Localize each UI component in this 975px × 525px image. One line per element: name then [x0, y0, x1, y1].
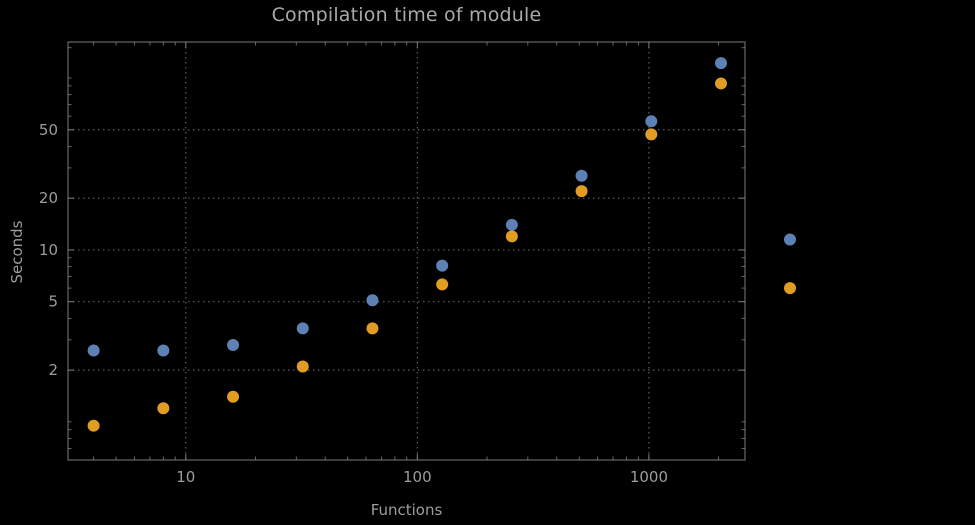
plot-frame: [67, 41, 746, 461]
data-point-blue: [575, 169, 588, 182]
data-point-blue: [645, 115, 658, 128]
data-point-orange: [227, 390, 240, 403]
data-point-orange: [575, 185, 588, 198]
data-point-orange: [87, 419, 100, 432]
y-tick-label: 10: [39, 241, 58, 259]
data-point-orange: [436, 278, 449, 291]
data-point-orange: [505, 230, 518, 243]
y-tick-label: 2: [48, 361, 58, 379]
data-point-orange: [645, 128, 658, 141]
data-point-blue: [366, 294, 379, 307]
data-point-orange: [715, 77, 728, 90]
legend-marker-orange: [784, 282, 796, 295]
data-point-blue: [157, 344, 170, 357]
chart-title: Compilation time of module: [271, 4, 542, 26]
y-tick-label: 5: [48, 293, 58, 311]
x-tick-label: 100: [403, 468, 432, 486]
x-axis-label: Functions: [370, 501, 443, 519]
legend-marker-blue: [784, 233, 796, 246]
x-tick-label: 10: [176, 468, 195, 486]
y-axis-label: Seconds: [8, 220, 26, 284]
data-point-blue: [436, 259, 449, 272]
data-point-orange: [296, 360, 309, 373]
data-point-blue: [505, 218, 518, 231]
data-point-blue: [227, 338, 240, 351]
y-tick-label: 20: [39, 189, 58, 207]
data-point-blue: [715, 57, 728, 70]
data-point-orange: [157, 402, 170, 415]
x-tick-label: 1000: [630, 468, 668, 486]
data-point-blue: [296, 322, 309, 335]
data-point-blue: [87, 344, 100, 357]
y-tick-label: 50: [39, 121, 58, 139]
data-point-orange: [366, 322, 379, 335]
